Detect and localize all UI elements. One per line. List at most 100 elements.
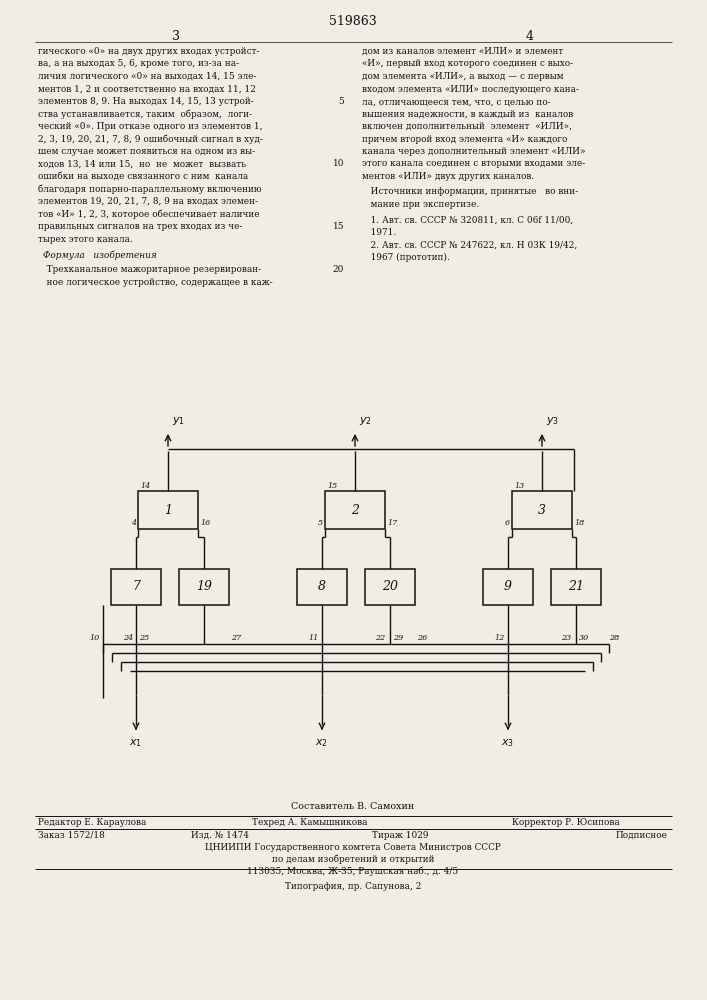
Text: элементов 19, 20, 21, 7, 8, 9 на входах элемен-: элементов 19, 20, 21, 7, 8, 9 на входах … (38, 197, 258, 206)
Text: Формула   изобретения: Формула изобретения (43, 251, 157, 260)
Text: вышения надежности, в каждый из  каналов: вышения надежности, в каждый из каналов (362, 109, 573, 118)
Text: 13: 13 (514, 482, 525, 490)
Text: 5: 5 (318, 519, 323, 527)
Text: Редактор Е. Караулова: Редактор Е. Караулова (38, 818, 146, 827)
Text: 2, 3, 19, 20, 21, 7, 8, 9 ошибочный сигнал в худ-: 2, 3, 19, 20, 21, 7, 8, 9 ошибочный сигн… (38, 134, 263, 144)
Text: мание при экспертизе.: мание при экспертизе. (362, 200, 479, 209)
Text: 5: 5 (338, 97, 344, 106)
Text: 28: 28 (609, 634, 619, 642)
Text: 519863: 519863 (329, 15, 377, 28)
Text: Подписное: Подписное (616, 831, 668, 840)
Text: Корректор Р. Юсипова: Корректор Р. Юсипова (513, 818, 620, 827)
Text: 17: 17 (387, 519, 397, 527)
Text: Трехканальное мажоритарное резервирован-: Трехканальное мажоритарное резервирован- (38, 265, 261, 274)
Text: 19: 19 (196, 580, 212, 593)
Text: ментов «ИЛИ» двух других каналов.: ментов «ИЛИ» двух других каналов. (362, 172, 534, 181)
Bar (297, 569, 347, 605)
Bar (179, 569, 229, 605)
Text: 23: 23 (561, 634, 571, 642)
Text: 10: 10 (332, 159, 344, 168)
Text: 20: 20 (332, 265, 344, 274)
Text: 22: 22 (375, 634, 385, 642)
Text: $y_3$: $y_3$ (546, 415, 559, 427)
Text: 30: 30 (579, 634, 589, 642)
Text: дом элемента «ИЛИ», а выход — с первым: дом элемента «ИЛИ», а выход — с первым (362, 72, 563, 81)
Text: 15: 15 (327, 482, 337, 490)
Text: 25: 25 (139, 634, 149, 642)
Text: 20: 20 (382, 580, 398, 593)
Text: 4: 4 (526, 30, 534, 43)
Text: 29: 29 (393, 634, 403, 642)
Text: 2: 2 (351, 504, 359, 516)
Text: правильных сигналов на трех входах из че-: правильных сигналов на трех входах из че… (38, 222, 243, 231)
Text: 18: 18 (574, 519, 584, 527)
Text: 2. Авт. св. СССР № 247622, кл. Н 03К 19/42,: 2. Авт. св. СССР № 247622, кл. Н 03К 19/… (362, 240, 577, 249)
Text: 8: 8 (318, 580, 326, 593)
Text: тырех этого канала.: тырех этого канала. (38, 234, 133, 243)
Text: 26: 26 (417, 634, 427, 642)
Text: 6: 6 (505, 519, 510, 527)
Text: ошибки на выходе связанного с ним  канала: ошибки на выходе связанного с ним канала (38, 172, 248, 181)
Text: «И», первый вход которого соединен с выхо-: «И», первый вход которого соединен с вых… (362, 60, 573, 68)
Text: ное логическое устройство, содержащее в каж-: ное логическое устройство, содержащее в … (38, 278, 273, 287)
Text: $x_3$: $x_3$ (501, 737, 515, 749)
Text: ства устанавливается, таким  образом,  логи-: ства устанавливается, таким образом, лог… (38, 109, 252, 119)
Text: включен дополнительный  элемент  «ИЛИ»,: включен дополнительный элемент «ИЛИ», (362, 122, 572, 131)
Text: $y_2$: $y_2$ (359, 415, 372, 427)
Text: 3: 3 (538, 504, 546, 516)
Text: гического «0» на двух других входах устройст-: гического «0» на двух других входах устр… (38, 47, 259, 56)
Text: благодаря попарно-параллельному включению: благодаря попарно-параллельному включени… (38, 184, 262, 194)
Bar (483, 569, 533, 605)
Text: ческий «0». При отказе одного из элементов 1,: ческий «0». При отказе одного из элемент… (38, 122, 262, 131)
Text: $y_1$: $y_1$ (172, 415, 185, 427)
Text: Составитель В. Самохин: Составитель В. Самохин (291, 802, 414, 811)
Text: причем второй вход элемента «И» каждого: причем второй вход элемента «И» каждого (362, 134, 568, 143)
Text: 1967 (прототип).: 1967 (прототип). (362, 253, 450, 262)
Text: Заказ 1572/18: Заказ 1572/18 (38, 831, 105, 840)
Text: 16: 16 (200, 519, 210, 527)
Text: 7: 7 (132, 580, 140, 593)
Text: 9: 9 (504, 580, 512, 593)
Text: 21: 21 (568, 580, 584, 593)
Bar (111, 569, 161, 605)
Text: 12: 12 (495, 634, 505, 642)
Text: Изд. № 1474: Изд. № 1474 (191, 831, 249, 840)
Text: 11: 11 (309, 634, 319, 642)
Text: шем случае может появиться на одном из вы-: шем случае может появиться на одном из в… (38, 147, 255, 156)
Text: личия логического «0» на выходах 14, 15 эле-: личия логического «0» на выходах 14, 15 … (38, 72, 257, 81)
Text: 4: 4 (131, 519, 136, 527)
Text: 1971.: 1971. (362, 228, 396, 237)
Text: элементов 8, 9. На выходах 14, 15, 13 устрой-: элементов 8, 9. На выходах 14, 15, 13 ус… (38, 97, 254, 106)
Text: дом из каналов элемент «ИЛИ» и элемент: дом из каналов элемент «ИЛИ» и элемент (362, 47, 563, 56)
Text: 24: 24 (123, 634, 133, 642)
Text: Источники информации, принятые   во вни-: Источники информации, принятые во вни- (362, 188, 578, 196)
Text: тов «И» 1, 2, 3, которое обеспечивает наличие: тов «И» 1, 2, 3, которое обеспечивает на… (38, 210, 259, 219)
Bar (512, 491, 572, 529)
Text: 113035, Москва, Ж-35, Раушская наб., д. 4/5: 113035, Москва, Ж-35, Раушская наб., д. … (247, 867, 459, 876)
Text: ва, а на выходах 5, 6, кроме того, из-за на-: ва, а на выходах 5, 6, кроме того, из-за… (38, 60, 239, 68)
Text: 27: 27 (231, 634, 241, 642)
Text: Тираж 1029: Тираж 1029 (372, 831, 428, 840)
Text: 14: 14 (140, 482, 151, 490)
Text: 1. Авт. св. СССР № 320811, кл. C 06f 11/00,: 1. Авт. св. СССР № 320811, кл. C 06f 11/… (362, 216, 573, 225)
Bar (551, 569, 601, 605)
Text: 15: 15 (332, 222, 344, 231)
Text: Техред А. Камышникова: Техред А. Камышникова (252, 818, 368, 827)
Text: 10: 10 (90, 634, 100, 642)
Text: $x_1$: $x_1$ (129, 737, 143, 749)
Bar (138, 491, 198, 529)
Text: Типография, пр. Сапунова, 2: Типография, пр. Сапунова, 2 (285, 882, 421, 891)
Text: ЦНИИПИ Государственного комтета Совета Министров СССР: ЦНИИПИ Государственного комтета Совета М… (205, 843, 501, 852)
Text: ла, отличающееся тем, что, с целью по-: ла, отличающееся тем, что, с целью по- (362, 97, 551, 106)
Text: 3: 3 (172, 30, 180, 43)
Bar (365, 569, 415, 605)
Bar (325, 491, 385, 529)
Text: входом элемента «ИЛИ» последующего кана-: входом элемента «ИЛИ» последующего кана- (362, 85, 579, 94)
Text: 1: 1 (164, 504, 172, 516)
Text: $x_2$: $x_2$ (315, 737, 329, 749)
Text: по делам изобретений и открытий: по делам изобретений и открытий (271, 855, 434, 864)
Text: ходов 13, 14 или 15,  но  не  может  вызвать: ходов 13, 14 или 15, но не может вызвать (38, 159, 246, 168)
Text: ментов 1, 2 и соответственно на входах 11, 12: ментов 1, 2 и соответственно на входах 1… (38, 85, 256, 94)
Text: этого канала соединен с вторыми входами эле-: этого канала соединен с вторыми входами … (362, 159, 585, 168)
Text: канала через дополнительный элемент «ИЛИ»: канала через дополнительный элемент «ИЛИ… (362, 147, 585, 156)
